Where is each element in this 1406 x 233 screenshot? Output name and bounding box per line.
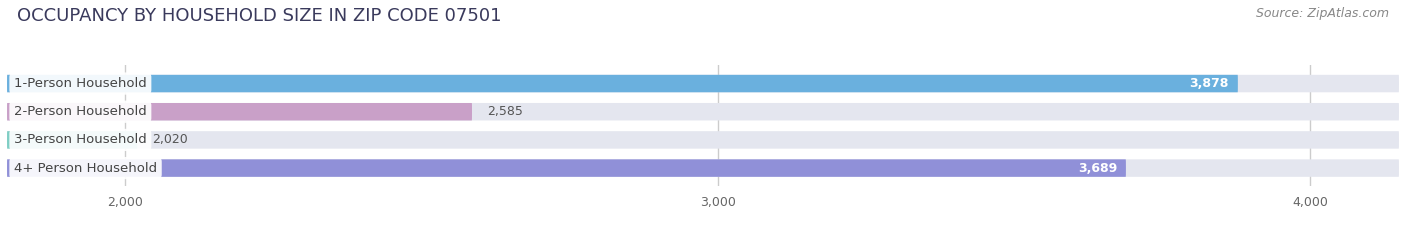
Text: 2-Person Household: 2-Person Household: [14, 105, 146, 118]
Text: 3-Person Household: 3-Person Household: [14, 134, 146, 146]
Text: 2,020: 2,020: [152, 134, 188, 146]
Text: 3,878: 3,878: [1189, 77, 1229, 90]
Text: 3,689: 3,689: [1078, 161, 1116, 175]
FancyBboxPatch shape: [7, 103, 472, 120]
Text: 1-Person Household: 1-Person Household: [14, 77, 146, 90]
Text: OCCUPANCY BY HOUSEHOLD SIZE IN ZIP CODE 07501: OCCUPANCY BY HOUSEHOLD SIZE IN ZIP CODE …: [17, 7, 502, 25]
Text: 2,585: 2,585: [486, 105, 523, 118]
FancyBboxPatch shape: [7, 131, 138, 149]
FancyBboxPatch shape: [7, 159, 1399, 177]
FancyBboxPatch shape: [7, 75, 1399, 92]
Text: Source: ZipAtlas.com: Source: ZipAtlas.com: [1256, 7, 1389, 20]
FancyBboxPatch shape: [7, 131, 1399, 149]
FancyBboxPatch shape: [7, 75, 1237, 92]
FancyBboxPatch shape: [7, 159, 1126, 177]
FancyBboxPatch shape: [7, 103, 1399, 120]
Text: 4+ Person Household: 4+ Person Household: [14, 161, 157, 175]
